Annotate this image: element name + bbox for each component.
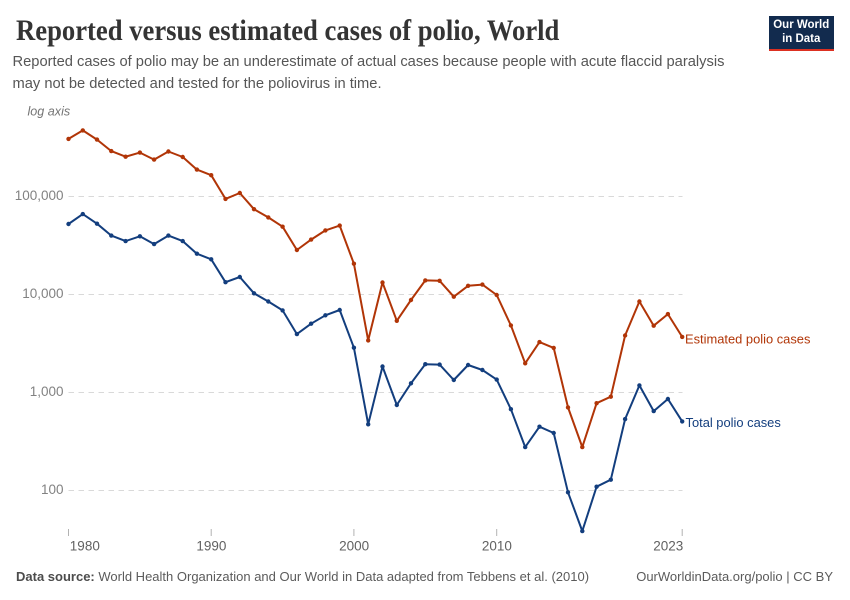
svg-text:2023: 2023 — [653, 539, 683, 554]
svg-text:2000: 2000 — [339, 539, 369, 554]
svg-text:log axis: log axis — [28, 104, 71, 118]
svg-text:100: 100 — [41, 482, 64, 497]
svg-text:Estimated polio cases: Estimated polio cases — [685, 331, 810, 346]
svg-text:100,000: 100,000 — [15, 188, 64, 203]
svg-text:2010: 2010 — [482, 539, 512, 554]
svg-text:1990: 1990 — [196, 539, 226, 554]
svg-text:1980: 1980 — [70, 539, 100, 554]
svg-text:Total polio cases: Total polio cases — [686, 415, 781, 430]
svg-text:10,000: 10,000 — [22, 286, 63, 301]
svg-text:1,000: 1,000 — [30, 384, 64, 399]
